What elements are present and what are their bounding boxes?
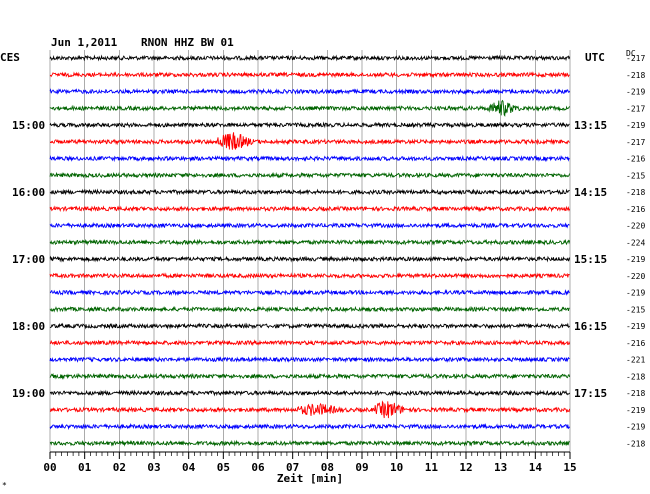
trace-row — [49, 154, 570, 163]
trace-row — [49, 389, 570, 397]
trace-row — [49, 439, 570, 447]
trace-row — [49, 400, 571, 419]
corner-mark: * — [2, 481, 7, 490]
trace-row — [49, 322, 570, 330]
dc-header-label: DC — [626, 49, 636, 58]
dc-offset-label: -221 — [626, 356, 645, 365]
dc-offset-label: -218 — [626, 188, 645, 197]
trace-row — [49, 255, 571, 263]
dc-offset-label: -216 — [626, 339, 645, 348]
x-axis-label: Zeit [min] — [277, 472, 343, 485]
x-tick-label: 05 — [217, 461, 230, 474]
trace-row — [49, 132, 570, 150]
left-timezone-label: CES — [0, 51, 20, 64]
dc-offset-label: -217 — [626, 104, 645, 113]
station-label: RNON HHZ BW 01 — [141, 36, 234, 49]
left-time-label: 15:00 — [12, 119, 45, 132]
right-timezone-label: UTC — [585, 51, 605, 64]
dc-offset-label: -217 — [626, 138, 645, 147]
trace-row — [49, 188, 570, 196]
trace-row — [49, 238, 571, 246]
dc-offset-label: -218 — [626, 439, 645, 448]
grid-lines — [49, 50, 571, 452]
trace-row — [49, 54, 571, 62]
dc-offset-label: -224 — [626, 238, 645, 247]
right-time-label: 16:15 — [574, 320, 607, 333]
x-axis: 00 01 02 03 04 05 06 07 08 09 10 11 12 13 14 15 — [43, 451, 577, 474]
right-time-label: 15:15 — [574, 253, 607, 266]
dc-offset-label: -220 — [626, 222, 645, 231]
x-tick-label: 14 — [529, 461, 543, 474]
dc-offset-label: -215 — [626, 171, 645, 180]
dc-offset-label: -219 — [626, 289, 645, 298]
dc-offset-label: -219 — [626, 121, 645, 130]
trace-row — [49, 87, 571, 96]
dc-offset-label: -219 — [626, 423, 645, 432]
x-tick-label: 03 — [147, 461, 160, 474]
left-time-label: 18:00 — [12, 320, 45, 333]
dc-offset-label: -219 — [626, 255, 645, 264]
trace-row — [49, 171, 571, 179]
trace-row — [49, 205, 571, 213]
x-tick-label: 09 — [355, 461, 368, 474]
x-tick-label: 04 — [182, 461, 196, 474]
date-label: Jun 1,2011 — [51, 36, 118, 49]
dc-offset-label: -216 — [626, 155, 645, 164]
left-time-label: 16:00 — [12, 186, 45, 199]
trace-row — [49, 71, 570, 79]
dc-offset-label: -219 — [626, 406, 645, 415]
trace-row — [49, 305, 570, 313]
trace-row — [49, 99, 570, 117]
trace-row — [49, 339, 571, 347]
dc-offset-label: -217 — [626, 54, 645, 63]
dc-offset-label: -216 — [626, 205, 645, 214]
x-tick-label: 06 — [251, 461, 265, 474]
x-tick-label: 12 — [459, 461, 472, 474]
left-time-label: 17:00 — [12, 253, 45, 266]
dc-offset-label: -218 — [626, 71, 645, 80]
trace-row — [49, 288, 570, 297]
dc-offset-label: -219 — [626, 322, 645, 331]
right-time-label: 17:15 — [574, 387, 607, 400]
left-time-label: 19:00 — [12, 387, 45, 400]
trace-row — [49, 372, 571, 380]
x-tick-label: 01 — [78, 461, 92, 474]
dc-offset-label: -218 — [626, 389, 645, 398]
trace-row — [49, 422, 570, 431]
dc-offset-label: -219 — [626, 88, 645, 97]
x-tick-label: 02 — [113, 461, 126, 474]
trace-group — [49, 54, 571, 447]
dc-offset-label: -215 — [626, 305, 645, 314]
trace-row — [49, 121, 570, 129]
dc-offset-label: -220 — [626, 272, 645, 281]
x-tick-label: 07 — [286, 461, 299, 474]
right-time-label: 13:15 — [574, 119, 607, 132]
right-time-label: 14:15 — [574, 186, 607, 199]
x-tick-label: 11 — [425, 461, 439, 474]
x-tick-label: 15 — [563, 461, 576, 474]
trace-row — [49, 221, 570, 230]
dc-offset-label: -218 — [626, 372, 645, 381]
time-label-group: -217 -218 -219 -217 -219 -217 -216 -215 -218 -216… — [12, 54, 645, 448]
x-tick-label: 08 — [321, 461, 334, 474]
trace-row — [49, 272, 570, 280]
trace-row — [49, 355, 570, 363]
x-tick-label: 13 — [494, 461, 507, 474]
x-tick-label: 00 — [43, 461, 56, 474]
x-tick-label: 10 — [390, 461, 403, 474]
